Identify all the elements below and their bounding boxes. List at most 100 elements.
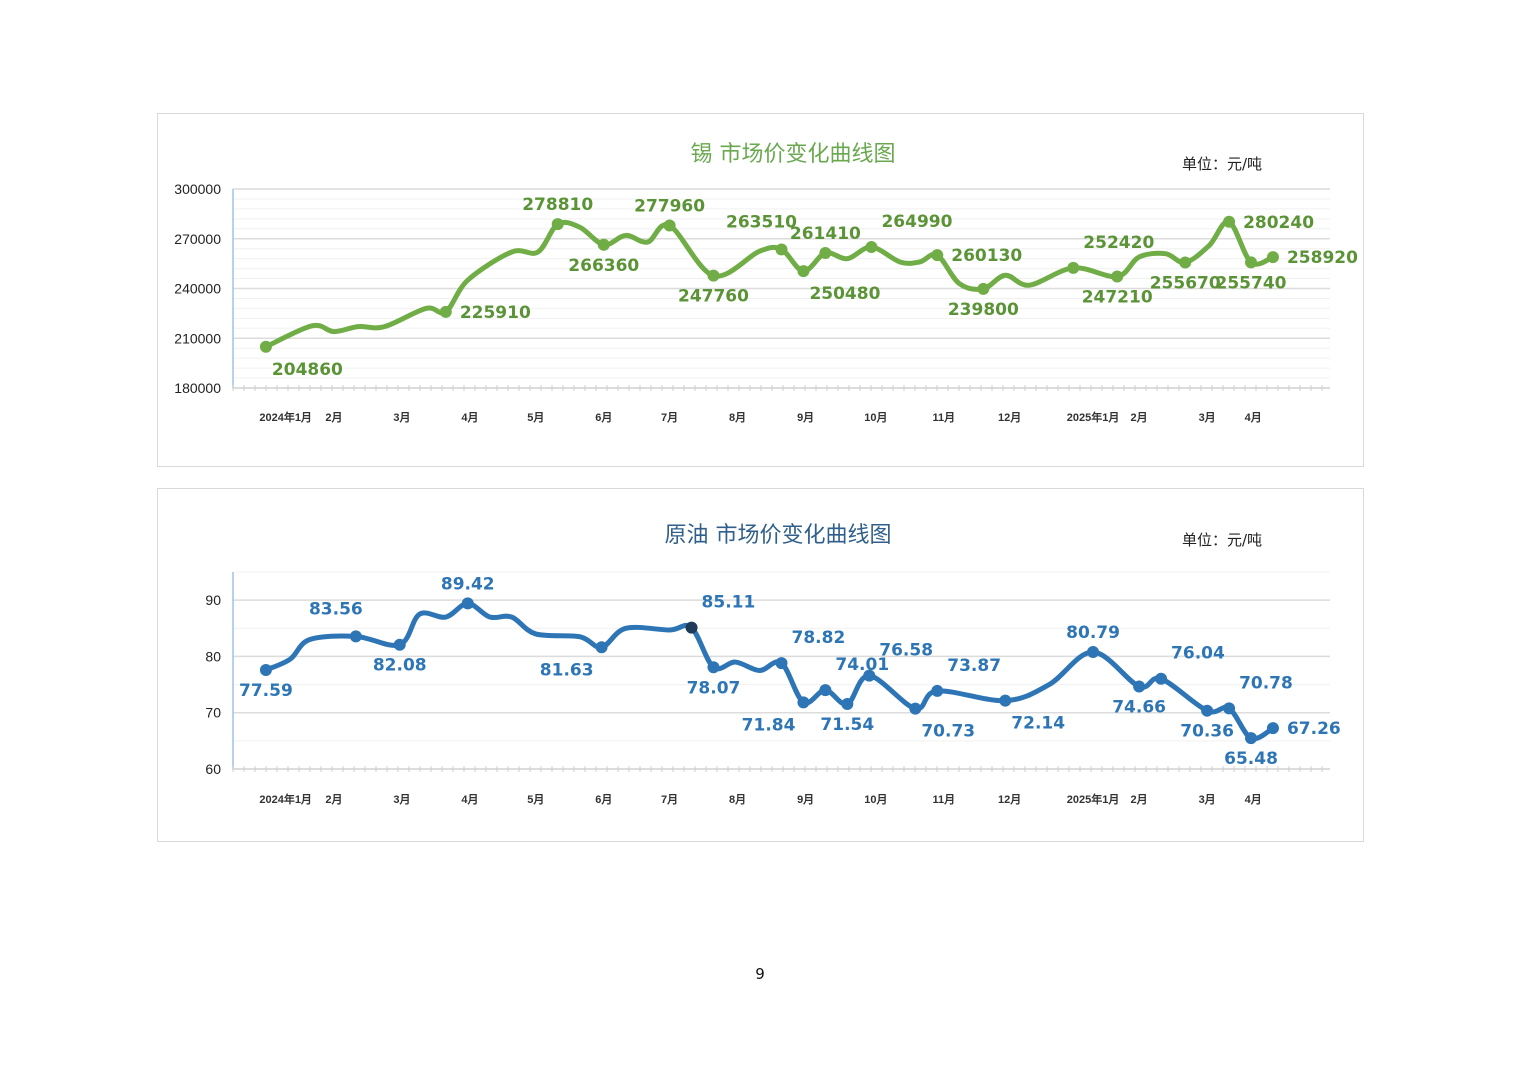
data-point [1155, 672, 1168, 685]
x-tick-label: 11月 [933, 793, 956, 806]
y-tick-label: 270000 [174, 231, 221, 247]
data-point [551, 218, 564, 231]
x-tick-label: 2024年1月 [259, 410, 312, 424]
x-tick-label: 4月 [1245, 793, 1262, 806]
data-point [1266, 722, 1279, 735]
x-tick-label: 2月 [325, 411, 342, 424]
data-point [819, 246, 832, 259]
data-point [775, 243, 788, 256]
data-label: 264990 [881, 212, 952, 232]
data-label: 250480 [809, 284, 880, 304]
crude-oil-price-chart: 原油 市场价变化曲线图 单位：元/吨 60 70 80 90 2024年1月 2月 3月 4月… [205, 523, 1340, 806]
y-tick-label: 90 [205, 592, 221, 608]
data-point [1087, 645, 1100, 658]
data-label: 80.79 [1066, 623, 1120, 643]
x-tick-label: 6月 [595, 793, 612, 806]
x-tick-label: 10月 [864, 411, 887, 424]
data-point [1245, 732, 1258, 745]
data-label: 78.82 [792, 628, 846, 648]
data-point [1111, 270, 1124, 283]
data-label: 239800 [948, 300, 1019, 320]
x-tick-label: 9月 [797, 793, 814, 806]
x-tick-label: 3月 [1199, 411, 1216, 424]
data-label: 70.78 [1239, 673, 1293, 693]
data-label: 261410 [790, 224, 861, 244]
y-tick-label: 240000 [174, 281, 221, 297]
data-label: 74.66 [1112, 697, 1166, 717]
data-point [819, 684, 832, 697]
data-point [1223, 702, 1236, 715]
data-label: 85.11 [702, 593, 756, 613]
unit-label: 单位：元/吨 [1182, 531, 1262, 549]
data-label: 278810 [522, 195, 593, 215]
data-point [439, 305, 452, 318]
data-label: 255740 [1216, 273, 1287, 293]
x-tick-label: 2月 [1131, 793, 1148, 806]
data-point [1245, 256, 1258, 269]
tin-price-chart-frame [157, 113, 1364, 467]
data-point [259, 340, 272, 353]
unit-label: 单位：元/吨 [1182, 155, 1262, 173]
chart-title: 原油 市场价变化曲线图 [665, 523, 892, 548]
data-label: 70.73 [921, 722, 975, 742]
x-tick-label: 7月 [661, 411, 678, 424]
data-label: 71.84 [742, 715, 796, 735]
y-tick-label: 80 [205, 648, 221, 664]
data-label: 260130 [951, 246, 1022, 266]
data-label: 247210 [1082, 288, 1153, 308]
data-point [1179, 256, 1192, 269]
data-label: 65.48 [1224, 749, 1278, 769]
x-tick-label: 3月 [393, 793, 410, 806]
data-point [595, 641, 608, 654]
data-label: 266360 [568, 256, 639, 276]
data-point [393, 638, 406, 651]
x-tick-label: 11月 [933, 411, 956, 424]
data-label: 81.63 [540, 660, 594, 680]
x-tick-label: 2月 [325, 793, 342, 806]
x-tick-label: 7月 [661, 793, 678, 806]
crude-oil-price-chart-frame [157, 488, 1364, 842]
data-label: 255670 [1150, 274, 1221, 294]
x-tick-label: 2月 [1131, 411, 1148, 424]
chart-title: 锡 市场价变化曲线图 [691, 142, 896, 167]
data-point [349, 630, 362, 643]
x-tick-label: 12月 [998, 411, 1021, 424]
data-point [1223, 215, 1236, 228]
data-point [707, 269, 720, 282]
data-label: 70.36 [1180, 722, 1234, 742]
data-point [1067, 261, 1080, 274]
data-point [931, 684, 944, 697]
data-label: 71.54 [820, 715, 874, 735]
data-point [797, 265, 810, 278]
data-label: 76.58 [879, 641, 933, 661]
x-tick-label: 2024年1月 [259, 792, 312, 806]
data-point [863, 669, 876, 682]
y-tick-label: 210000 [174, 330, 221, 346]
page-number: 9 [755, 965, 765, 983]
x-tick-label: 4月 [1245, 411, 1262, 424]
y-tick-label: 300000 [174, 181, 221, 197]
data-label: 280240 [1243, 213, 1314, 233]
y-tick-label: 60 [205, 761, 221, 777]
data-point [461, 597, 474, 610]
data-label: 263510 [726, 213, 797, 233]
data-point [1266, 251, 1279, 264]
x-tick-label: 3月 [1199, 793, 1216, 806]
data-label: 82.08 [373, 656, 427, 676]
data-label: 252420 [1083, 233, 1154, 253]
data-label: 89.42 [441, 574, 495, 594]
data-point [841, 698, 854, 711]
data-point [1133, 680, 1146, 693]
data-point [931, 249, 944, 262]
x-tick-label: 2025年1月 [1067, 792, 1120, 806]
data-label: 277960 [634, 197, 705, 217]
data-point [707, 661, 720, 674]
data-point [797, 696, 810, 709]
data-point [909, 702, 922, 715]
data-label: 67.26 [1287, 719, 1341, 739]
data-point [663, 219, 676, 232]
series-line [263, 600, 1276, 742]
data-point [977, 282, 990, 295]
data-point [999, 694, 1012, 707]
x-tick-label: 9月 [797, 411, 814, 424]
